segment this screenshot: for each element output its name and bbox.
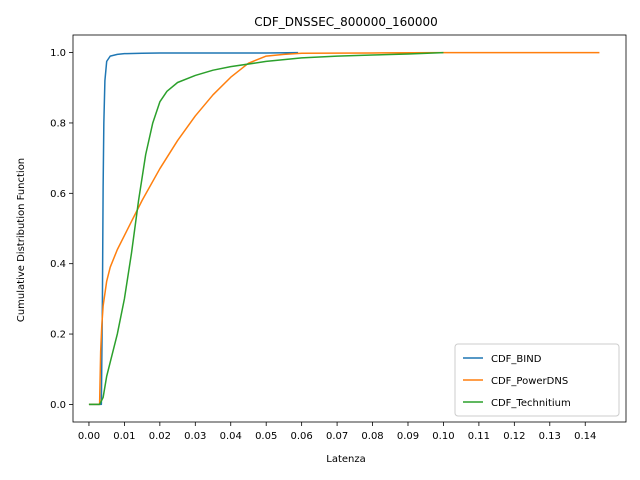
x-tick-label: 0.13 bbox=[539, 431, 561, 442]
plot-area bbox=[72, 34, 627, 423]
legend-label: CDF_PowerDNS bbox=[491, 376, 568, 387]
x-tick-label: 0.04 bbox=[220, 431, 242, 442]
y-tick-label: 0.0 bbox=[50, 400, 66, 411]
legend-label: CDF_Technitium bbox=[491, 398, 571, 409]
x-tick-label: 0.00 bbox=[78, 431, 100, 442]
y-tick-label: 0.8 bbox=[50, 118, 66, 129]
x-tick-label: 0.06 bbox=[291, 431, 313, 442]
legend-box bbox=[454, 343, 620, 417]
y-tick-label: 0.6 bbox=[50, 189, 66, 200]
x-axis-label: Latenza bbox=[326, 454, 366, 465]
series-line-1 bbox=[88, 51, 600, 406]
chart-title: CDF_DNSSEC_800000_160000 bbox=[254, 15, 438, 29]
x-tick-label: 0.12 bbox=[503, 431, 525, 442]
y-axis-label: Cumulative Distribution Function bbox=[16, 158, 27, 322]
plot-frame bbox=[72, 34, 627, 423]
y-tick-label: 0.4 bbox=[50, 259, 66, 270]
legend-label: CDF_BIND bbox=[491, 354, 542, 365]
y-tick-label: 0.2 bbox=[50, 330, 66, 341]
x-tick-label: 0.05 bbox=[255, 431, 277, 442]
series-line-0 bbox=[88, 51, 299, 406]
y-tick-label: 1.0 bbox=[50, 48, 66, 59]
x-tick-label: 0.10 bbox=[432, 431, 454, 442]
x-tick-label: 0.02 bbox=[149, 431, 171, 442]
x-tick-label: 0.09 bbox=[397, 431, 419, 442]
x-tick-label: 0.14 bbox=[574, 431, 596, 442]
x-tick-label: 0.01 bbox=[113, 431, 135, 442]
legend: CDF_BIND CDF_PowerDNS CDF_Technitium bbox=[454, 343, 620, 417]
x-axis: 0.00 0.01 0.02 0.03 0.04 0.05 0.06 0.07 0.08 0.09… bbox=[78, 422, 596, 442]
x-tick-label: 0.07 bbox=[326, 431, 348, 442]
series-line-2 bbox=[88, 51, 444, 406]
x-tick-label: 0.03 bbox=[184, 431, 206, 442]
x-tick-label: 0.08 bbox=[361, 431, 383, 442]
x-tick-label: 0.11 bbox=[468, 431, 490, 442]
y-axis: 0.0 0.2 0.4 0.6 0.8 1.0 bbox=[50, 48, 73, 411]
